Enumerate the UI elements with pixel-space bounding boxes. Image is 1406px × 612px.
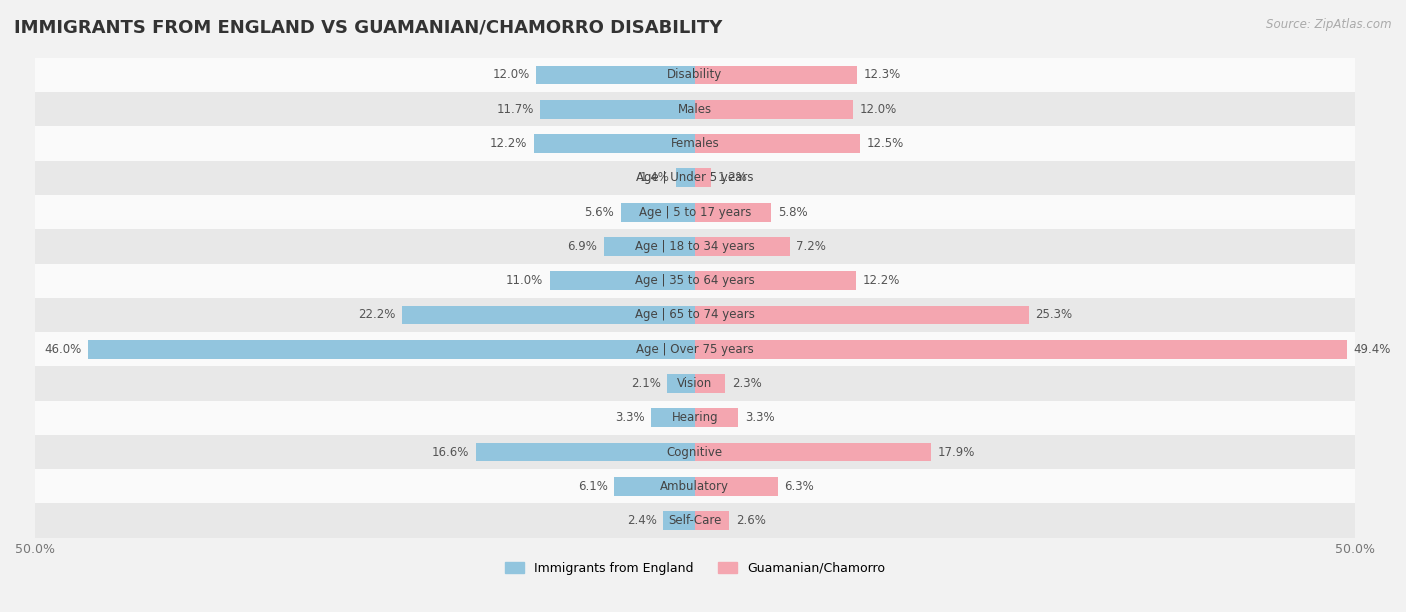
Text: 6.3%: 6.3% xyxy=(785,480,814,493)
Text: 11.7%: 11.7% xyxy=(496,103,534,116)
Text: 11.0%: 11.0% xyxy=(506,274,543,287)
Bar xyxy=(35,332,1355,367)
Bar xyxy=(35,127,1355,161)
Text: 1.2%: 1.2% xyxy=(717,171,747,184)
Text: 12.0%: 12.0% xyxy=(492,69,530,81)
Bar xyxy=(35,161,1355,195)
Text: IMMIGRANTS FROM ENGLAND VS GUAMANIAN/CHAMORRO DISABILITY: IMMIGRANTS FROM ENGLAND VS GUAMANIAN/CHA… xyxy=(14,18,723,36)
Legend: Immigrants from England, Guamanian/Chamorro: Immigrants from England, Guamanian/Chamo… xyxy=(501,556,890,580)
Text: 5.6%: 5.6% xyxy=(585,206,614,218)
Bar xyxy=(695,374,725,393)
Text: 22.2%: 22.2% xyxy=(359,308,395,321)
Bar xyxy=(666,374,695,393)
Bar xyxy=(35,367,1355,401)
Text: Source: ZipAtlas.com: Source: ZipAtlas.com xyxy=(1267,18,1392,31)
Text: 6.9%: 6.9% xyxy=(568,240,598,253)
Bar xyxy=(695,100,853,119)
Text: Age | 65 to 74 years: Age | 65 to 74 years xyxy=(636,308,755,321)
Bar xyxy=(695,203,772,222)
Bar xyxy=(35,92,1355,127)
Text: Age | Over 75 years: Age | Over 75 years xyxy=(636,343,754,356)
Bar xyxy=(35,435,1355,469)
Bar xyxy=(35,401,1355,435)
Bar xyxy=(475,442,695,461)
Text: 49.4%: 49.4% xyxy=(1354,343,1391,356)
Bar xyxy=(402,305,695,324)
Bar xyxy=(695,408,738,427)
Text: Age | 5 to 17 years: Age | 5 to 17 years xyxy=(638,206,751,218)
Bar xyxy=(695,271,856,290)
Bar xyxy=(35,58,1355,92)
Bar xyxy=(603,237,695,256)
Bar xyxy=(35,504,1355,538)
Bar xyxy=(550,271,695,290)
Bar xyxy=(695,511,730,530)
Bar xyxy=(651,408,695,427)
Bar xyxy=(695,442,931,461)
Bar xyxy=(695,340,1347,359)
Bar xyxy=(87,340,695,359)
Text: 5.8%: 5.8% xyxy=(778,206,807,218)
Text: Age | 18 to 34 years: Age | 18 to 34 years xyxy=(636,240,755,253)
Bar xyxy=(695,305,1029,324)
Bar xyxy=(676,168,695,187)
Bar xyxy=(35,469,1355,504)
Bar xyxy=(695,237,790,256)
Text: 2.4%: 2.4% xyxy=(627,514,657,527)
Text: Age | Under 5 years: Age | Under 5 years xyxy=(636,171,754,184)
Bar xyxy=(35,298,1355,332)
Text: Hearing: Hearing xyxy=(672,411,718,424)
Text: Vision: Vision xyxy=(678,377,713,390)
Text: 12.2%: 12.2% xyxy=(862,274,900,287)
Bar xyxy=(695,168,710,187)
Text: Disability: Disability xyxy=(668,69,723,81)
Bar xyxy=(35,230,1355,264)
Text: Females: Females xyxy=(671,137,720,150)
Bar xyxy=(537,65,695,84)
Text: Age | 35 to 64 years: Age | 35 to 64 years xyxy=(636,274,755,287)
Text: 12.0%: 12.0% xyxy=(860,103,897,116)
Bar xyxy=(614,477,695,496)
Text: 25.3%: 25.3% xyxy=(1035,308,1073,321)
Text: 1.4%: 1.4% xyxy=(640,171,669,184)
Bar xyxy=(695,65,858,84)
Bar xyxy=(35,264,1355,298)
Text: 12.3%: 12.3% xyxy=(863,69,901,81)
Text: 6.1%: 6.1% xyxy=(578,480,607,493)
Text: 12.2%: 12.2% xyxy=(489,137,527,150)
Text: 2.3%: 2.3% xyxy=(731,377,762,390)
Text: 12.5%: 12.5% xyxy=(866,137,904,150)
Text: 17.9%: 17.9% xyxy=(938,446,974,458)
Text: 7.2%: 7.2% xyxy=(796,240,827,253)
Text: Males: Males xyxy=(678,103,711,116)
Text: 16.6%: 16.6% xyxy=(432,446,470,458)
Text: 2.6%: 2.6% xyxy=(735,514,766,527)
Text: Self-Care: Self-Care xyxy=(668,514,721,527)
Bar xyxy=(695,477,778,496)
Bar xyxy=(540,100,695,119)
Bar xyxy=(664,511,695,530)
Text: 3.3%: 3.3% xyxy=(745,411,775,424)
Bar xyxy=(695,134,860,153)
Text: 3.3%: 3.3% xyxy=(614,411,645,424)
Bar xyxy=(621,203,695,222)
Text: Ambulatory: Ambulatory xyxy=(661,480,730,493)
Text: 46.0%: 46.0% xyxy=(44,343,82,356)
Text: Cognitive: Cognitive xyxy=(666,446,723,458)
Text: 2.1%: 2.1% xyxy=(631,377,661,390)
Bar xyxy=(534,134,695,153)
Bar xyxy=(35,195,1355,230)
